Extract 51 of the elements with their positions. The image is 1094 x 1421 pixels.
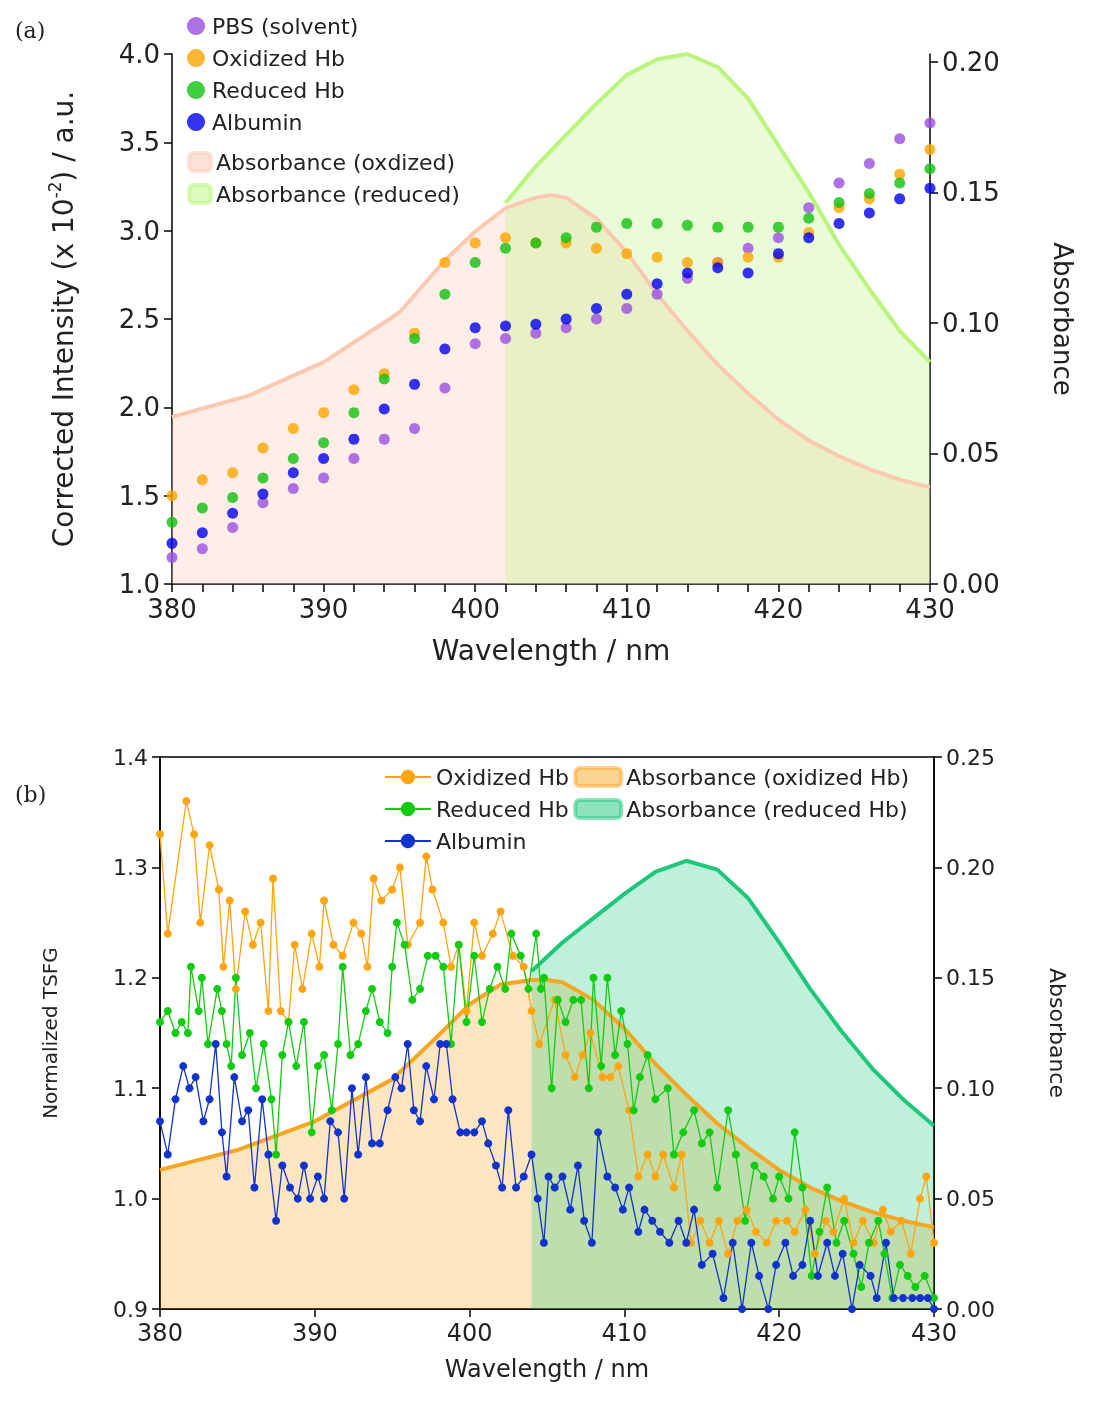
x-axis-title: Wavelength / nm — [444, 1355, 650, 1383]
y-tick-label: 3.5 — [118, 127, 160, 158]
y-tick-label: 1.4 — [113, 744, 148, 770]
y-tick-label: 4.0 — [118, 39, 160, 69]
x-tick-label: 400 — [450, 594, 501, 624]
y2-tick-label: 0.10 — [946, 1075, 995, 1101]
y-tick-label: 1.0 — [113, 1186, 148, 1212]
legend-label: PBS (solvent) — [212, 13, 359, 39]
y-axis-title: Corrected Intensity (x 10-2) / a.u. — [44, 90, 80, 548]
y-tick-label: 2.5 — [118, 304, 160, 334]
legend-label: Oxidized Hb — [435, 764, 569, 790]
x-tick-label: 420 — [756, 1319, 803, 1347]
x-tick-label: 390 — [298, 594, 349, 624]
legend-label: Absorbance (oxidized Hb) — [626, 764, 909, 790]
legend-label: Albumin — [212, 109, 303, 135]
y-tick-label: 0.9 — [113, 1296, 148, 1322]
x-tick-label: 410 — [601, 1319, 648, 1347]
x-tick-label: 390 — [291, 1319, 338, 1347]
y2-tick-label: 0.00 — [946, 1296, 995, 1322]
y2-tick-label: 0.05 — [942, 438, 1000, 469]
y-tick-label: 2.0 — [118, 392, 160, 423]
y2-axis-title: Absorbance — [1048, 242, 1078, 396]
x-tick-label: 410 — [601, 594, 652, 624]
legend-label: Oxidized Hb — [212, 45, 346, 71]
chart-title: (a) — [15, 17, 46, 43]
y2-tick-label: 0.10 — [942, 307, 1000, 338]
x-tick-label: 430 — [911, 1319, 957, 1347]
x-axis-title: Wavelength / nm — [431, 633, 671, 667]
legend-label: Reduced Hb — [212, 77, 345, 103]
y-axis-title: Normalized TSFG — [38, 947, 62, 1119]
legend-label: Albumin — [435, 828, 527, 854]
y2-tick-label: 0.05 — [946, 1186, 995, 1212]
y-tick-label: 1.3 — [113, 854, 148, 880]
y2-axis-title: Absorbance — [1044, 967, 1070, 1099]
legend-label: Absorbance (reduced Hb) — [626, 796, 908, 822]
legend-label: Absorbance (oxdized) — [216, 149, 456, 175]
legend-label: Reduced Hb — [435, 796, 569, 822]
y-tick-label: 1.5 — [118, 480, 160, 511]
x-tick-label: 400 — [446, 1319, 493, 1347]
y-tick-label: 3.0 — [118, 215, 160, 246]
text: (b) — [15, 781, 47, 807]
y-tick-label: 1.2 — [113, 965, 148, 991]
y2-tick-label: 0.20 — [946, 854, 995, 880]
x-tick-label: 380 — [137, 1319, 183, 1347]
y2-tick-label: 0.15 — [946, 965, 995, 991]
y2-tick-label: 0.25 — [946, 744, 995, 770]
y2-tick-label: 0.20 — [942, 46, 1000, 77]
legend-label: Absorbance (reduced) — [216, 181, 460, 207]
y-tick-label: 1.1 — [113, 1075, 148, 1101]
y2-tick-label: 0.15 — [942, 177, 1000, 208]
x-tick-label: 420 — [753, 594, 804, 624]
